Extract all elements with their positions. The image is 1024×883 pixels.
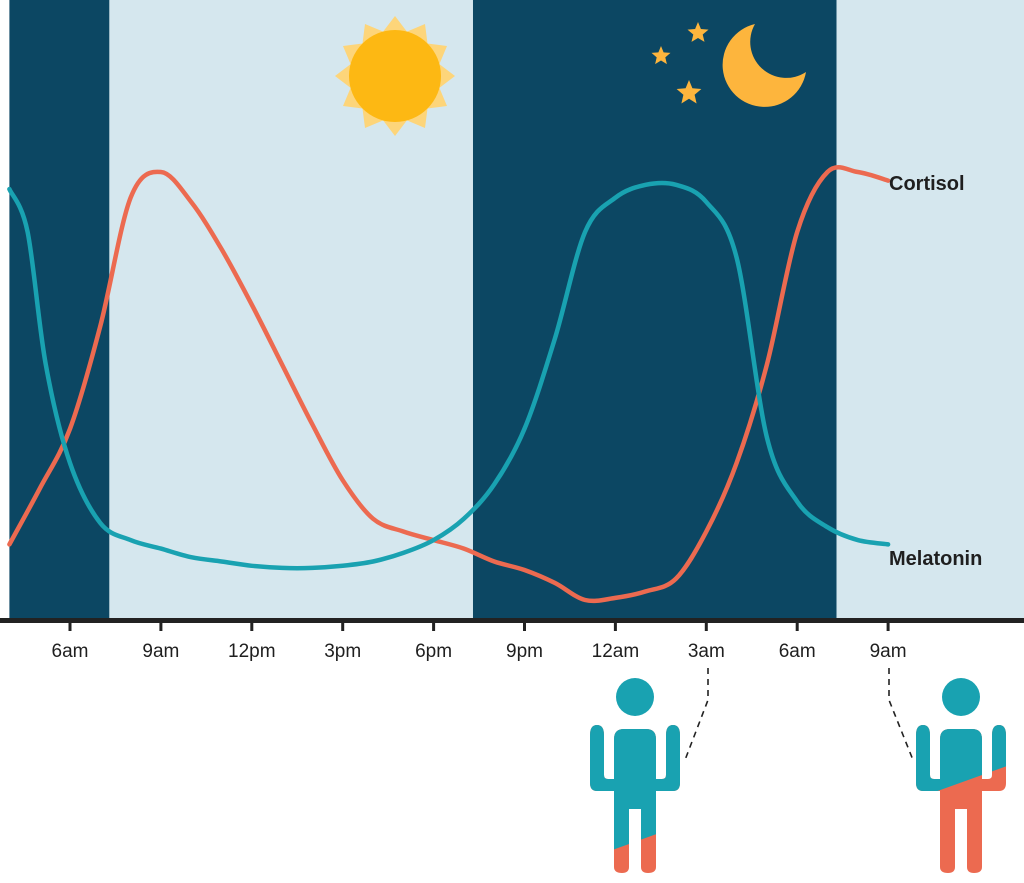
series-line-cortisol [7,164,891,604]
x-tick-mark [341,622,345,631]
x-tick-label: 9am [142,641,179,662]
series-lines [7,164,891,604]
x-tick-label: 12am [592,641,640,662]
x-axis-ticks: 6am 9am 12pm 3pm 6pm 9pm 12am 3am 6am 9am [52,622,907,662]
moon-icon [722,24,806,107]
x-tick-label: 6am [779,641,816,662]
x-tick-label: 9am [870,641,907,662]
star-icon [676,80,702,104]
series-label-cortisol: Cortisol [889,173,965,195]
leader-9am [888,668,914,761]
x-tick-mark [886,622,890,631]
person-head [942,678,980,716]
person-head [616,678,654,716]
x-tick-mark [613,622,617,631]
x-axis-line [0,618,1024,623]
person-icon-9am [916,678,1006,873]
x-tick-mark [250,622,254,631]
star-icon [687,22,709,42]
leader-3am [684,668,709,761]
star-icon [651,46,671,65]
x-tick-mark [159,622,163,631]
band-day-3 [836,0,1024,620]
day-night-bands [9,0,1024,620]
x-tick-mark [795,622,799,631]
sun-icon [335,16,455,136]
x-tick-label: 3am [688,641,725,662]
x-tick-label: 6am [52,641,89,662]
x-tick-mark [704,622,708,631]
x-tick-mark [68,622,72,631]
series-label-melatonin: Melatonin [889,548,982,570]
x-tick-label: 6pm [415,641,452,662]
series-line-melatonin [7,180,891,571]
x-tick-label: 3pm [324,641,361,662]
x-tick-mark [523,622,526,631]
stars [651,22,709,104]
x-tick-mark [432,622,436,631]
x-tick-label: 12pm [228,641,276,662]
band-night-0 [9,0,110,620]
x-tick-label: 9pm [506,641,543,662]
person-icon-3am [590,678,680,873]
